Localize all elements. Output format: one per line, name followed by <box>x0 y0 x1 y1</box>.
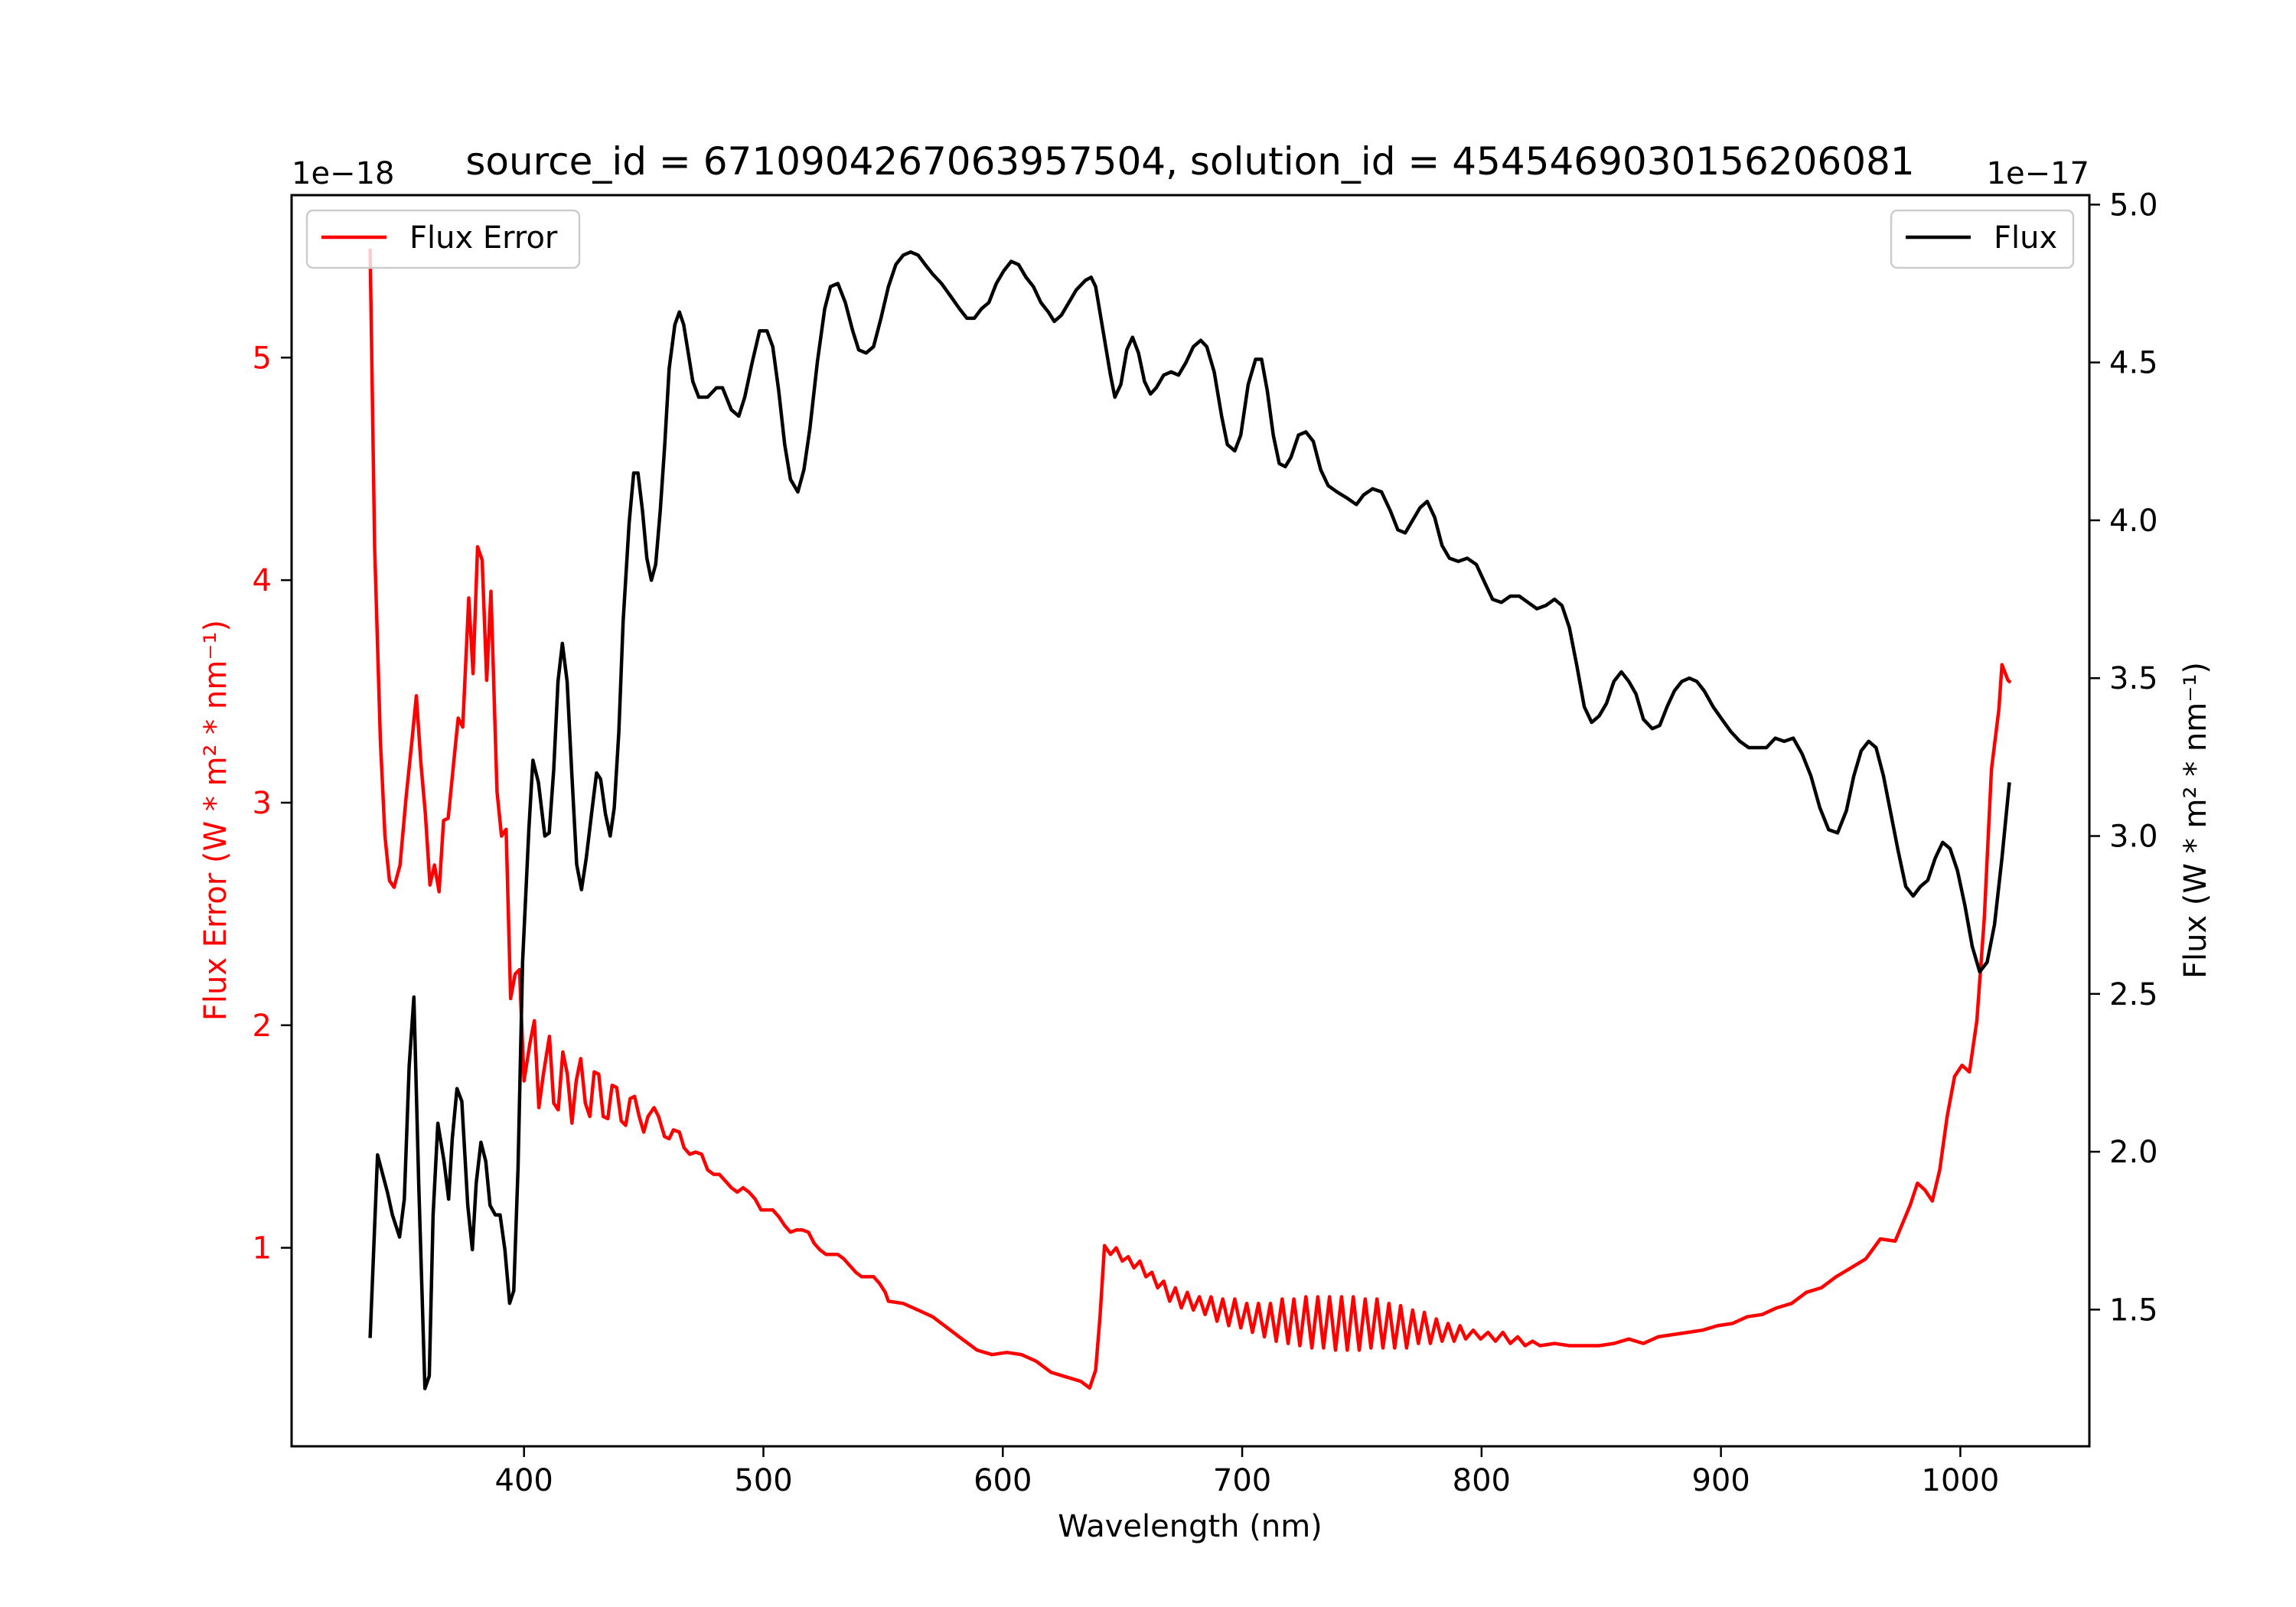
left-y-axis-label: Flux Error (W * m² * nm⁻¹) <box>198 620 233 1021</box>
x-tick-label: 700 <box>1213 1463 1271 1498</box>
left-y-tick-label: 4 <box>253 563 272 598</box>
series-line-flux <box>368 250 2011 1390</box>
legend-flux-error: Flux Error <box>305 209 581 269</box>
left-y-tick-label: 2 <box>253 1009 272 1044</box>
series-layer <box>368 248 2012 1390</box>
x-tick-label: 900 <box>1691 1463 1750 1498</box>
right-y-tick-label: 1.5 <box>2109 1292 2158 1328</box>
axes-frame <box>290 194 2091 1448</box>
right-y-tick-label: 2.5 <box>2109 977 2158 1012</box>
right-y-tick-label: 4.5 <box>2109 346 2158 381</box>
series-line-flux-error <box>368 248 2012 1390</box>
x-tick-label: 800 <box>1453 1463 1511 1498</box>
legend-frame <box>1890 209 2075 269</box>
x-tick-label: 500 <box>734 1463 792 1498</box>
x-tick-label: 400 <box>495 1463 553 1498</box>
right-y-tick-label: 4.0 <box>2109 504 2158 539</box>
ticks-layer: 400 500 600 700 800 900 1000 1 2 3 4 5 1.5 2.0 2.5 3.0 3… <box>253 187 2158 1498</box>
right-offset-text: 1e−17 <box>1987 156 2089 191</box>
x-tick-label: 1000 <box>1922 1463 2000 1498</box>
right-y-tick-label: 3.5 <box>2109 661 2158 696</box>
left-offset-text: 1e−18 <box>292 156 394 191</box>
legend-label-flux-error: Flux Error <box>409 220 558 256</box>
left-y-tick-label: 3 <box>253 786 272 821</box>
legend-label-flux: Flux <box>1994 220 2057 256</box>
right-y-axis-label: Flux (W * m² * nm⁻¹) <box>2178 662 2213 979</box>
legend-frame <box>305 209 581 269</box>
left-y-tick-label: 1 <box>253 1231 272 1266</box>
left-y-tick-label: 5 <box>253 341 272 376</box>
right-y-tick-label: 2.0 <box>2109 1135 2158 1170</box>
x-axis-label: Wavelength (nm) <box>1058 1509 1322 1544</box>
legend-flux: Flux <box>1890 209 2075 269</box>
right-y-tick-label: 5.0 <box>2109 187 2158 223</box>
x-tick-label: 600 <box>974 1463 1032 1498</box>
right-y-tick-label: 3.0 <box>2109 820 2158 855</box>
chart-title: source_id = 6710904267063957504, solutio… <box>465 139 1914 184</box>
